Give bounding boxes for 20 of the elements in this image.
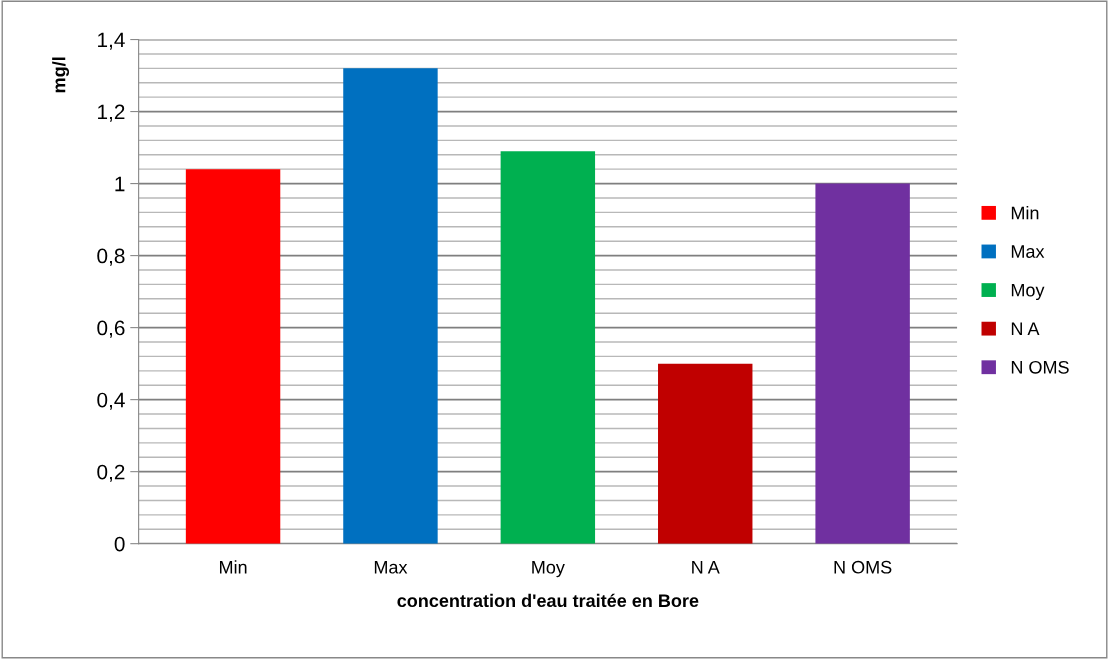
y-axis-title: mg/l: [52, 57, 70, 93]
legend-label: Min: [1011, 206, 1039, 220]
x-tick-label: Min: [220, 560, 247, 574]
x-tick-label: N A: [692, 561, 720, 574]
legend-label: Moy: [1011, 283, 1045, 301]
legend-label: Max: [1011, 245, 1045, 258]
y-tick-label: 0,6: [97, 320, 125, 338]
legend-label: N A: [1011, 322, 1040, 335]
y-tick-label: 0,8: [97, 248, 125, 266]
x-axis-title: concentration d'eau traitée en Bore: [397, 593, 699, 608]
y-tick-label: 0,4: [97, 392, 125, 410]
y-tick-label: 1,4: [98, 32, 125, 50]
x-tick-label: Max: [374, 561, 408, 574]
y-tick-label: 0,2: [97, 464, 125, 482]
y-tick-label: 0: [114, 536, 125, 552]
legend-label: N OMS: [1011, 360, 1069, 374]
x-tick-label: Moy: [532, 561, 565, 578]
x-tick-label: N OMS: [834, 560, 892, 574]
y-tick-label: 1,2: [98, 104, 125, 122]
y-tick-label: 1: [115, 176, 125, 192]
